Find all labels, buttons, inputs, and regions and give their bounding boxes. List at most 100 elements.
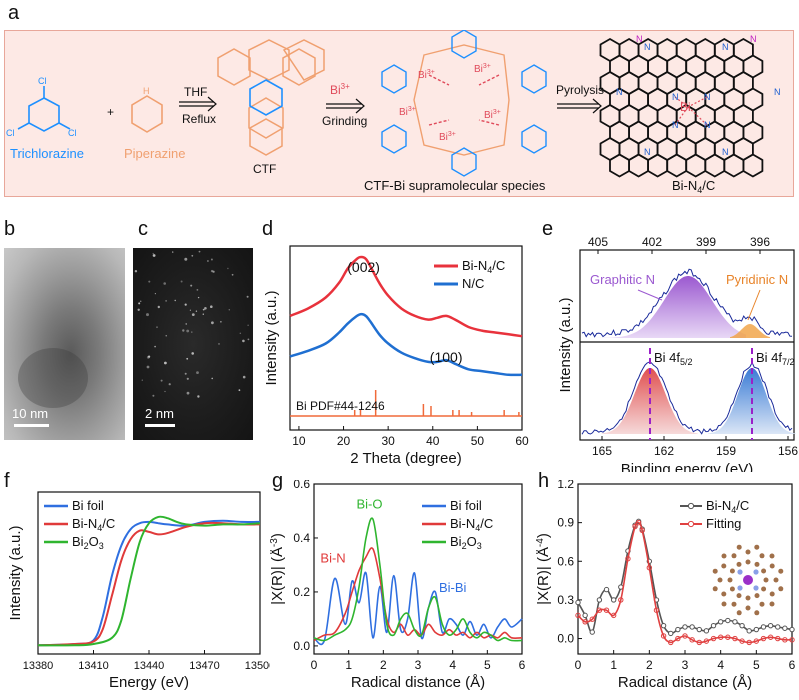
atom-dot [186, 357, 189, 360]
legend-label: Bi2O3 [72, 534, 104, 551]
bi4f-raw-data [581, 361, 793, 435]
atom-dot [165, 335, 167, 337]
x-axis-label: 2 Theta (degree) [350, 450, 461, 467]
atom-dot [168, 383, 171, 386]
carbon-atom [736, 610, 742, 616]
carbon-atom [729, 568, 735, 574]
y-tick-label: 0.6 [293, 480, 310, 491]
data-point [732, 619, 738, 625]
atom-dot [184, 257, 188, 261]
atom-dot [191, 352, 194, 355]
legend-label: N/C [462, 276, 484, 291]
atom-dot [148, 280, 151, 283]
atom-dot [196, 371, 199, 374]
carbon-ring [666, 153, 688, 178]
x-axis-label: Binding energy (eV) [621, 461, 754, 472]
data-point [710, 635, 717, 642]
atom-dot [165, 300, 167, 302]
tem-image-b: 10 nm [4, 248, 125, 440]
atom-dot [157, 305, 160, 309]
carbon-atom [769, 601, 775, 607]
atom-dot [180, 280, 183, 283]
data-point [682, 624, 688, 630]
atom-dot [141, 379, 143, 381]
x-tick-label: 60 [515, 434, 529, 448]
atom-dot [206, 260, 209, 262]
data-point [753, 638, 760, 644]
data-point [589, 629, 595, 635]
data-point [703, 638, 710, 644]
x-tick-label: 5 [753, 658, 760, 672]
legend-label: Bi-N4/C [462, 258, 505, 275]
carbon-atom [769, 553, 775, 559]
data-point [646, 565, 653, 571]
atom-dot [189, 309, 191, 311]
reflux-label: Reflux [182, 112, 216, 126]
product-label: Bi-N4/C [672, 178, 715, 195]
carbon-atom [773, 577, 779, 583]
y-axis-label: |X(R)| (Å-3) [270, 533, 286, 605]
plus-sign: + [107, 105, 114, 119]
atom-dot [211, 377, 213, 380]
atom-dot [210, 305, 213, 308]
scale-label-c: 2 nm [145, 406, 174, 421]
top-tick-label: 405 [588, 235, 608, 249]
x-tick-label: 6 [519, 658, 526, 672]
atom-dot [152, 252, 154, 255]
carbon-atom [769, 563, 775, 569]
series-line-bi-foil [37, 519, 261, 647]
data-point [603, 586, 610, 593]
y-axis-label: Intensity (a.u.) [263, 290, 280, 385]
data-point [610, 597, 617, 603]
peak-label: (100) [430, 349, 463, 365]
data-point [782, 637, 788, 643]
data-point [739, 622, 745, 629]
x-tick-label: 13440 [134, 660, 165, 672]
x-tick-label: 13470 [189, 660, 220, 672]
thf-label: THF [184, 85, 207, 99]
x-axis-label: Radical distance (Å) [351, 674, 485, 691]
legend-marker [687, 520, 695, 528]
cl-atom: Cl [38, 76, 47, 86]
nitrogen-atom [753, 569, 759, 575]
carbon-atom [761, 586, 767, 592]
atom-dot [148, 355, 151, 358]
trichlorazine-label: Trichlorazine [10, 146, 84, 161]
plot-frame [289, 245, 523, 431]
atom-dot [227, 267, 229, 270]
data-point [618, 597, 624, 603]
coordination-bond [687, 96, 708, 108]
carbon-atom [721, 591, 727, 597]
atom-dot [210, 258, 213, 261]
atom-dot [146, 365, 150, 369]
data-point [625, 555, 631, 562]
atom-dot [195, 310, 198, 312]
atom-dot [154, 345, 156, 348]
pointer-line [637, 289, 663, 301]
n-atom: N [774, 87, 781, 97]
bi-ion: Bi3+ [474, 63, 491, 75]
carbon-atom [736, 544, 742, 550]
data-point [789, 637, 795, 643]
carbon-atom [763, 577, 769, 583]
carbon-atom [754, 610, 760, 616]
nitrogen-atom [737, 585, 743, 591]
n-atom: N [704, 92, 711, 102]
data-point [696, 639, 702, 646]
x-tick-label: 2 [646, 658, 653, 672]
synthesis-scheme: Cl Cl Cl Trichlorazine + H Piperazine TH… [6, 30, 781, 195]
pyridinic-n-label: Pyridinic N [726, 272, 788, 287]
carbon-ring [704, 153, 726, 178]
x-tick-label: 2 [380, 658, 387, 672]
atom-dot [231, 273, 234, 276]
data-point [746, 628, 752, 634]
data-point [725, 634, 731, 640]
carbon-ring [628, 153, 649, 178]
y-tick-label: 0.4 [293, 531, 310, 545]
x-tick-label: 4 [717, 658, 724, 672]
data-point [660, 622, 667, 629]
bi-4f72-label: Bi 4f7/2 [756, 350, 795, 367]
atom-dot [238, 389, 241, 392]
carbon-atom [717, 577, 723, 583]
n-atom: N [636, 34, 643, 44]
